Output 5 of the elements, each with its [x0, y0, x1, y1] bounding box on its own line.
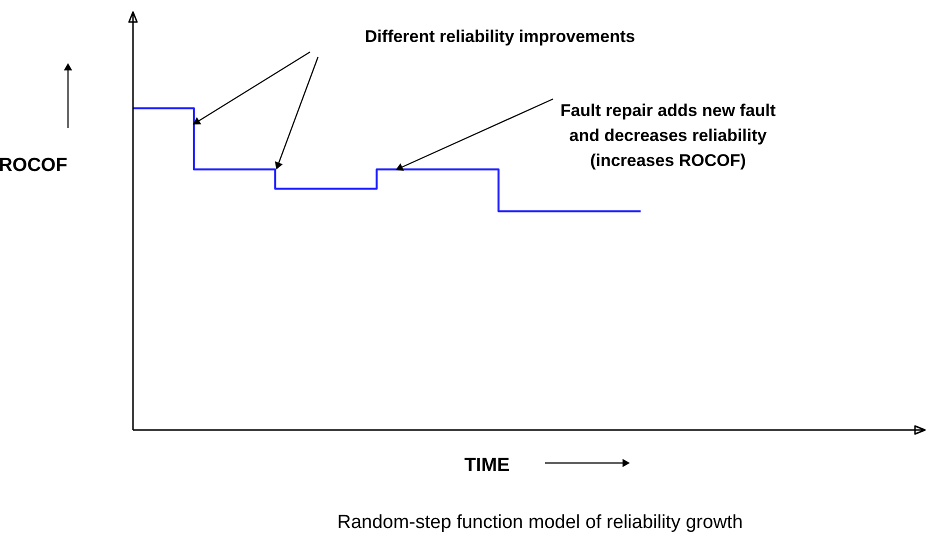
text: Random-step function model of reliability growth: [337, 512, 743, 533]
x-axis-title: TIME: [464, 455, 510, 476]
y-axis-title: ROCOF: [0, 155, 68, 176]
text: Different reliability improvements: [364, 27, 636, 46]
annotation: Fault repair adds new fault and decreases reliability (increases ROCOF): [560, 101, 776, 170]
